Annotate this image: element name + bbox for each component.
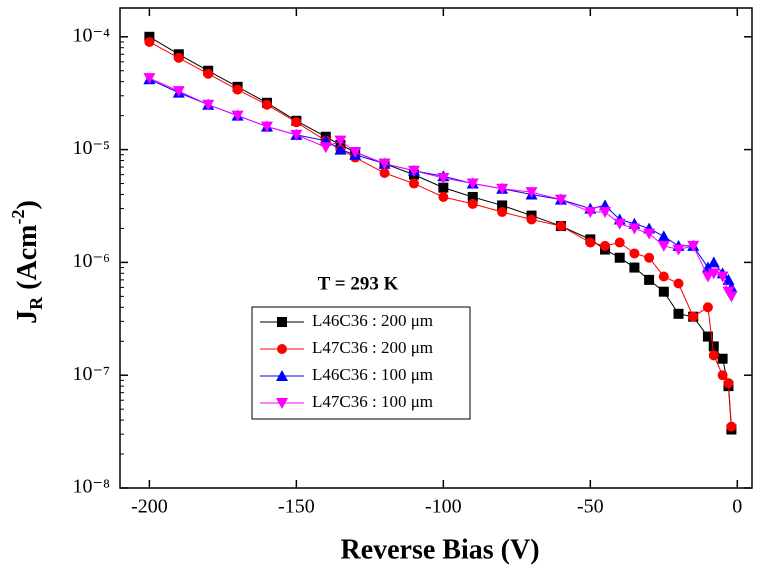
marker (144, 36, 155, 47)
marker (717, 353, 728, 364)
x-tick-label: -150 (278, 496, 315, 518)
marker (231, 110, 244, 122)
y-tick-label: 10⁻⁶ (72, 250, 110, 272)
marker (378, 158, 391, 170)
y-tick-label: 10⁻⁵ (72, 137, 110, 159)
y-tick-label: 10⁻⁴ (72, 24, 110, 46)
marker (349, 147, 362, 159)
marker (467, 191, 478, 202)
y-title-main: J (12, 310, 43, 324)
marker (726, 421, 737, 432)
marker (599, 206, 612, 218)
y-tick-label: 10⁻⁷ (72, 363, 110, 385)
marker (725, 291, 738, 303)
marker (614, 252, 625, 263)
marker (277, 317, 287, 327)
x-tick-label: 0 (732, 496, 742, 518)
marker (657, 230, 670, 242)
marker (707, 256, 720, 268)
marker (526, 214, 537, 225)
marker (496, 183, 509, 195)
legend-label: L46C36 : 200 μm (312, 311, 433, 330)
marker (708, 350, 719, 361)
marker (437, 173, 450, 185)
marker (408, 178, 419, 189)
marker (723, 378, 734, 389)
x-tick-label: -200 (131, 496, 168, 518)
marker (232, 84, 243, 95)
x-axis-title: Reverse Bias (V) (340, 534, 539, 565)
marker (438, 182, 449, 193)
y-axis-title: JR (Acm-2) (8, 200, 46, 324)
marker (319, 142, 332, 154)
marker (554, 194, 567, 206)
marker (600, 240, 611, 251)
annotation: T = 293 K (318, 273, 399, 294)
marker (643, 228, 656, 240)
legend-label: L46C36 : 100 μm (312, 365, 433, 384)
marker (687, 240, 700, 252)
marker (407, 165, 420, 177)
legend-box (251, 306, 471, 420)
marker (585, 237, 596, 248)
marker (702, 302, 713, 313)
marker (466, 178, 479, 190)
marker (613, 218, 626, 230)
marker (276, 370, 288, 381)
y-title-end: ) (12, 200, 43, 209)
marker (467, 198, 478, 209)
marker (497, 206, 508, 217)
marker (688, 311, 699, 322)
marker (628, 223, 641, 235)
y-title-sup: -2 (8, 210, 28, 225)
x-tick-label: -100 (425, 496, 462, 518)
marker (261, 99, 272, 110)
marker (525, 187, 538, 199)
marker (276, 398, 288, 409)
marker (708, 341, 719, 352)
marker (717, 370, 728, 381)
marker (657, 240, 670, 252)
marker (716, 271, 729, 283)
marker (644, 274, 655, 285)
marker (673, 308, 684, 319)
marker (334, 135, 347, 147)
y-title-sub: R (26, 296, 46, 310)
marker (291, 117, 302, 128)
marker (629, 248, 640, 259)
marker (277, 344, 287, 354)
marker (707, 268, 720, 280)
marker (497, 200, 508, 211)
marker (334, 143, 347, 155)
marker (658, 271, 669, 282)
y-tick-label: 10⁻⁸ (72, 476, 110, 498)
plot-frame (119, 7, 753, 489)
marker (379, 168, 390, 179)
marker (202, 99, 215, 111)
marker (260, 121, 273, 133)
marker (644, 252, 655, 263)
legend-label: L47C36 : 100 μm (312, 392, 433, 411)
marker (144, 31, 155, 42)
legend-label: L47C36 : 200 μm (312, 338, 433, 357)
marker (701, 271, 714, 283)
marker (290, 129, 303, 141)
marker (672, 244, 685, 256)
marker (172, 86, 185, 98)
marker (173, 52, 184, 63)
marker (438, 191, 449, 202)
x-tick-label: -50 (577, 496, 604, 518)
marker (203, 68, 214, 79)
marker (702, 331, 713, 342)
marker (629, 262, 640, 273)
y-title-unit: (Acm (12, 225, 43, 297)
marker (673, 278, 684, 289)
marker (584, 206, 597, 218)
marker (143, 73, 156, 85)
marker (555, 221, 566, 232)
marker (614, 237, 625, 248)
marker (658, 286, 669, 297)
